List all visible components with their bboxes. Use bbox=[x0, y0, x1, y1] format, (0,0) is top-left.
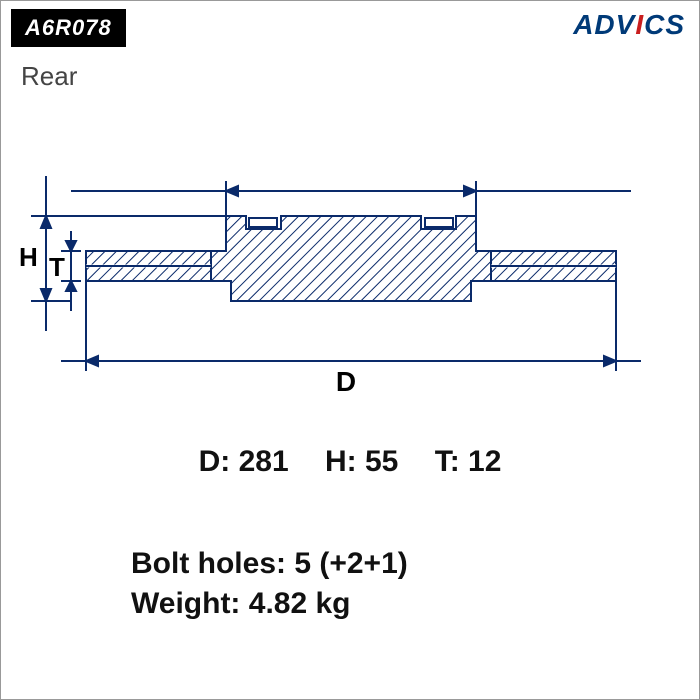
label-D: D bbox=[336, 366, 356, 397]
spec-D: D: 281 bbox=[199, 445, 289, 478]
spec-H: H: 55 bbox=[325, 445, 398, 478]
spec-weight: Weight: 4.82 kg bbox=[131, 587, 408, 621]
spec-meta: Bolt holes: 5 (+2+1) Weight: 4.82 kg bbox=[131, 541, 408, 627]
cross-section-diagram: H T D bbox=[1, 151, 700, 411]
brand-logo: ADVICS bbox=[573, 9, 689, 41]
disc-cross-section bbox=[86, 216, 616, 301]
spec-bolt-holes: Bolt holes: 5 (+2+1) bbox=[131, 547, 408, 581]
brand-i: I bbox=[635, 9, 644, 40]
spec-T: T: 12 bbox=[435, 445, 502, 478]
brand-prefix: ADV bbox=[573, 9, 635, 40]
part-number-badge: A6R078 bbox=[11, 9, 126, 47]
spec-dimensions: D: 281 H: 55 T: 12 bbox=[1, 431, 699, 493]
position-label: Rear bbox=[21, 61, 77, 92]
brand-suffix: CS bbox=[644, 9, 685, 40]
label-H: H bbox=[19, 242, 38, 272]
label-T: T bbox=[49, 252, 65, 282]
